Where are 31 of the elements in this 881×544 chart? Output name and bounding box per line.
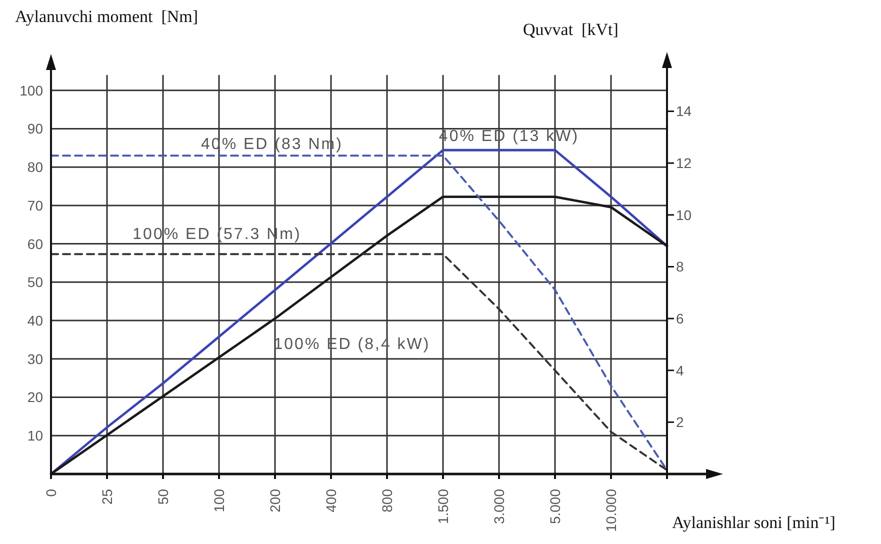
y-axis-title: Aylanuvchi moment [Nm] — [15, 7, 198, 27]
y2-tick-label: 6 — [676, 310, 684, 327]
y-tick-label: 30 — [27, 350, 44, 367]
y2-tick-label: 4 — [676, 362, 684, 378]
y2-tick-label: 8 — [676, 258, 684, 275]
y2-tick-label: 2 — [676, 414, 684, 430]
x-tick-label: 400 — [323, 488, 339, 512]
y-tick-label: 50 — [27, 274, 44, 290]
y2-tick-label: 12 — [676, 155, 692, 172]
y-tick-label: 100 — [20, 82, 44, 98]
x-tick-label: 50 — [155, 488, 171, 505]
y-tick-label: 70 — [27, 197, 44, 214]
y-tick-label: 20 — [27, 389, 44, 406]
y2-axis-title: Quvvat [kVt] — [523, 20, 618, 40]
x-tick-label: 25 — [99, 488, 115, 505]
y-tick-label: 80 — [27, 159, 44, 176]
x-tick-label: 200 — [267, 488, 283, 512]
y-tick-label: 60 — [27, 236, 44, 252]
x-axis-title: Aylanishlar soni [min⁻¹] — [672, 512, 836, 533]
x-tick-label: 3.000 — [491, 488, 507, 524]
x-tick-label: 1.500 — [435, 488, 451, 524]
y2-tick-label: 14 — [676, 103, 692, 120]
x-tick-label: 10.000 — [603, 488, 619, 532]
x-tick-label: 100 — [211, 488, 227, 512]
x-tick-label: 800 — [379, 488, 395, 512]
y2-tick-label: 10 — [676, 206, 692, 223]
y-tick-label: 40 — [27, 312, 44, 329]
y-tick-label: 10 — [27, 428, 44, 444]
x-tick-label: 5.000 — [547, 488, 563, 524]
x-tick-label: 0 — [43, 488, 59, 497]
y-tick-label: 90 — [27, 120, 44, 137]
